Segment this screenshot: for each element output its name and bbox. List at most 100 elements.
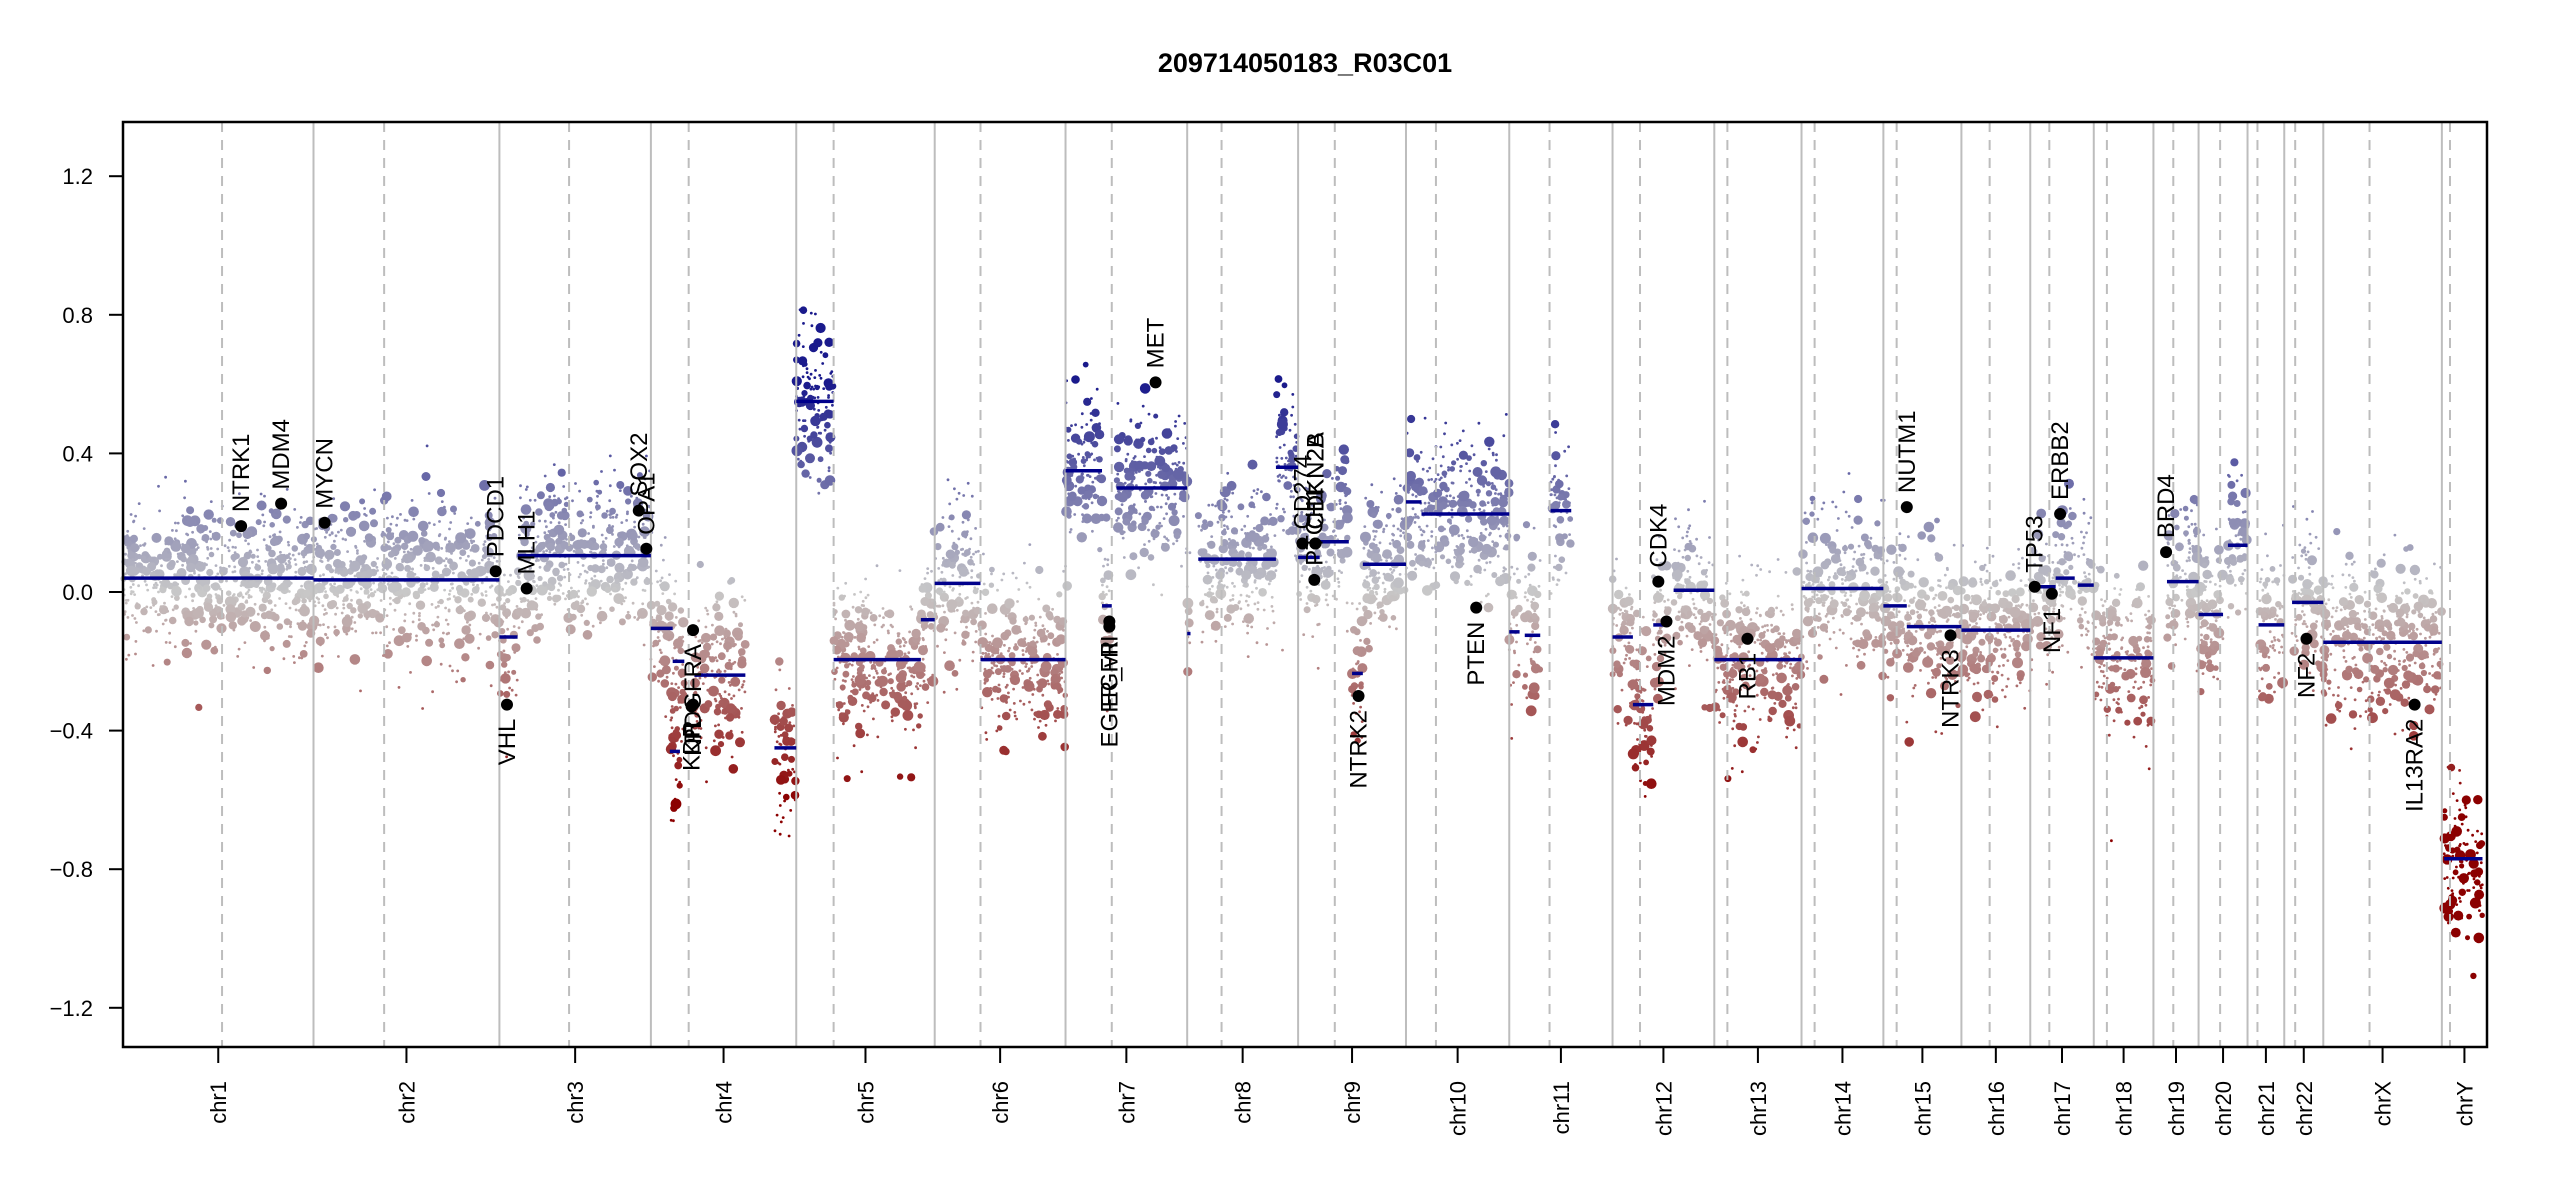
probe-point bbox=[633, 525, 636, 529]
probe-point bbox=[1054, 719, 1057, 723]
probe-point bbox=[305, 516, 315, 526]
probe-point bbox=[886, 629, 890, 633]
probe-point bbox=[480, 581, 484, 585]
probe-point bbox=[223, 544, 227, 548]
probe-point bbox=[134, 561, 137, 565]
probe-point bbox=[1457, 547, 1465, 555]
probe-point bbox=[872, 661, 876, 664]
probe-point bbox=[813, 376, 817, 379]
probe-point bbox=[1233, 585, 1236, 588]
probe-point bbox=[600, 470, 603, 473]
probe-point bbox=[1345, 629, 1349, 633]
probe-point bbox=[1783, 645, 1787, 649]
probe-point bbox=[611, 533, 614, 536]
probe-point bbox=[1783, 677, 1787, 681]
probe-point bbox=[1337, 585, 1341, 588]
probe-point bbox=[1305, 602, 1309, 605]
probe-point bbox=[1038, 615, 1042, 619]
probe-point bbox=[862, 709, 866, 713]
probe-point bbox=[274, 513, 277, 517]
probe-point bbox=[1159, 481, 1162, 485]
probe-point bbox=[294, 608, 298, 612]
probe-point bbox=[1758, 718, 1762, 721]
probe-point bbox=[510, 688, 514, 692]
probe-point bbox=[538, 519, 541, 523]
probe-point bbox=[1366, 583, 1370, 587]
probe-point bbox=[1514, 673, 1517, 677]
probe-point bbox=[1628, 631, 1632, 635]
probe-point bbox=[875, 671, 879, 675]
probe-point bbox=[1513, 533, 1521, 541]
probe-point bbox=[970, 601, 974, 605]
probe-point bbox=[1614, 589, 1624, 600]
probe-point bbox=[1643, 759, 1649, 766]
probe-point bbox=[1056, 707, 1060, 710]
probe-point bbox=[592, 526, 595, 529]
probe-point bbox=[398, 589, 402, 593]
probe-point bbox=[966, 481, 970, 485]
probe-point bbox=[1447, 468, 1450, 472]
probe-point bbox=[1382, 554, 1385, 557]
probe-point bbox=[732, 694, 736, 698]
probe-point bbox=[505, 616, 508, 619]
probe-point bbox=[487, 558, 491, 561]
probe-point bbox=[895, 672, 907, 684]
probe-point bbox=[609, 606, 615, 612]
probe-point bbox=[926, 678, 930, 682]
probe-point bbox=[1248, 620, 1252, 624]
probe-point bbox=[1175, 450, 1178, 453]
probe-point bbox=[386, 516, 389, 520]
probe-point bbox=[1337, 487, 1341, 491]
probe-point bbox=[214, 564, 218, 567]
probe-point bbox=[676, 782, 683, 789]
probe-point bbox=[352, 564, 356, 567]
probe-point bbox=[405, 519, 409, 522]
probe-point bbox=[841, 609, 851, 619]
probe-point bbox=[349, 588, 353, 592]
probe-point bbox=[999, 694, 1008, 703]
probe-point bbox=[1784, 571, 1788, 574]
probe-point bbox=[345, 632, 349, 636]
probe-point bbox=[657, 670, 661, 674]
probe-point bbox=[1088, 455, 1091, 459]
probe-point bbox=[677, 668, 687, 678]
probe-point bbox=[819, 431, 822, 435]
probe-point bbox=[595, 501, 599, 505]
probe-point bbox=[1376, 549, 1380, 552]
probe-point bbox=[143, 607, 146, 610]
probe-point bbox=[1011, 571, 1015, 575]
probe-point bbox=[835, 666, 839, 670]
probe-point bbox=[1012, 702, 1016, 705]
probe-point bbox=[1414, 513, 1417, 516]
probe-point bbox=[1424, 558, 1428, 562]
probe-point bbox=[1137, 566, 1140, 570]
probe-point bbox=[535, 613, 542, 620]
probe-point bbox=[1247, 539, 1251, 543]
probe-point bbox=[860, 704, 864, 707]
probe-point bbox=[1450, 481, 1454, 485]
probe-point bbox=[1032, 636, 1036, 640]
probe-point bbox=[876, 699, 880, 702]
probe-point bbox=[708, 685, 719, 697]
probe-point bbox=[1491, 572, 1498, 578]
probe-point bbox=[356, 551, 359, 555]
probe-point bbox=[1436, 473, 1440, 476]
probe-point bbox=[1266, 548, 1270, 552]
probe-point bbox=[1445, 558, 1452, 565]
probe-point bbox=[1439, 464, 1443, 468]
probe-point bbox=[322, 613, 326, 616]
probe-point bbox=[844, 618, 847, 622]
probe-point bbox=[209, 547, 213, 550]
probe-point bbox=[1558, 556, 1566, 563]
probe-point bbox=[1514, 596, 1518, 599]
probe-point bbox=[948, 502, 952, 506]
probe-point bbox=[418, 612, 421, 615]
probe-point bbox=[326, 600, 336, 610]
probe-point bbox=[1641, 615, 1645, 619]
probe-point bbox=[1439, 554, 1446, 560]
probe-point bbox=[1638, 761, 1642, 765]
probe-point bbox=[493, 496, 497, 500]
probe-point bbox=[168, 559, 176, 568]
probe-point bbox=[1694, 607, 1698, 611]
probe-point bbox=[702, 638, 705, 642]
